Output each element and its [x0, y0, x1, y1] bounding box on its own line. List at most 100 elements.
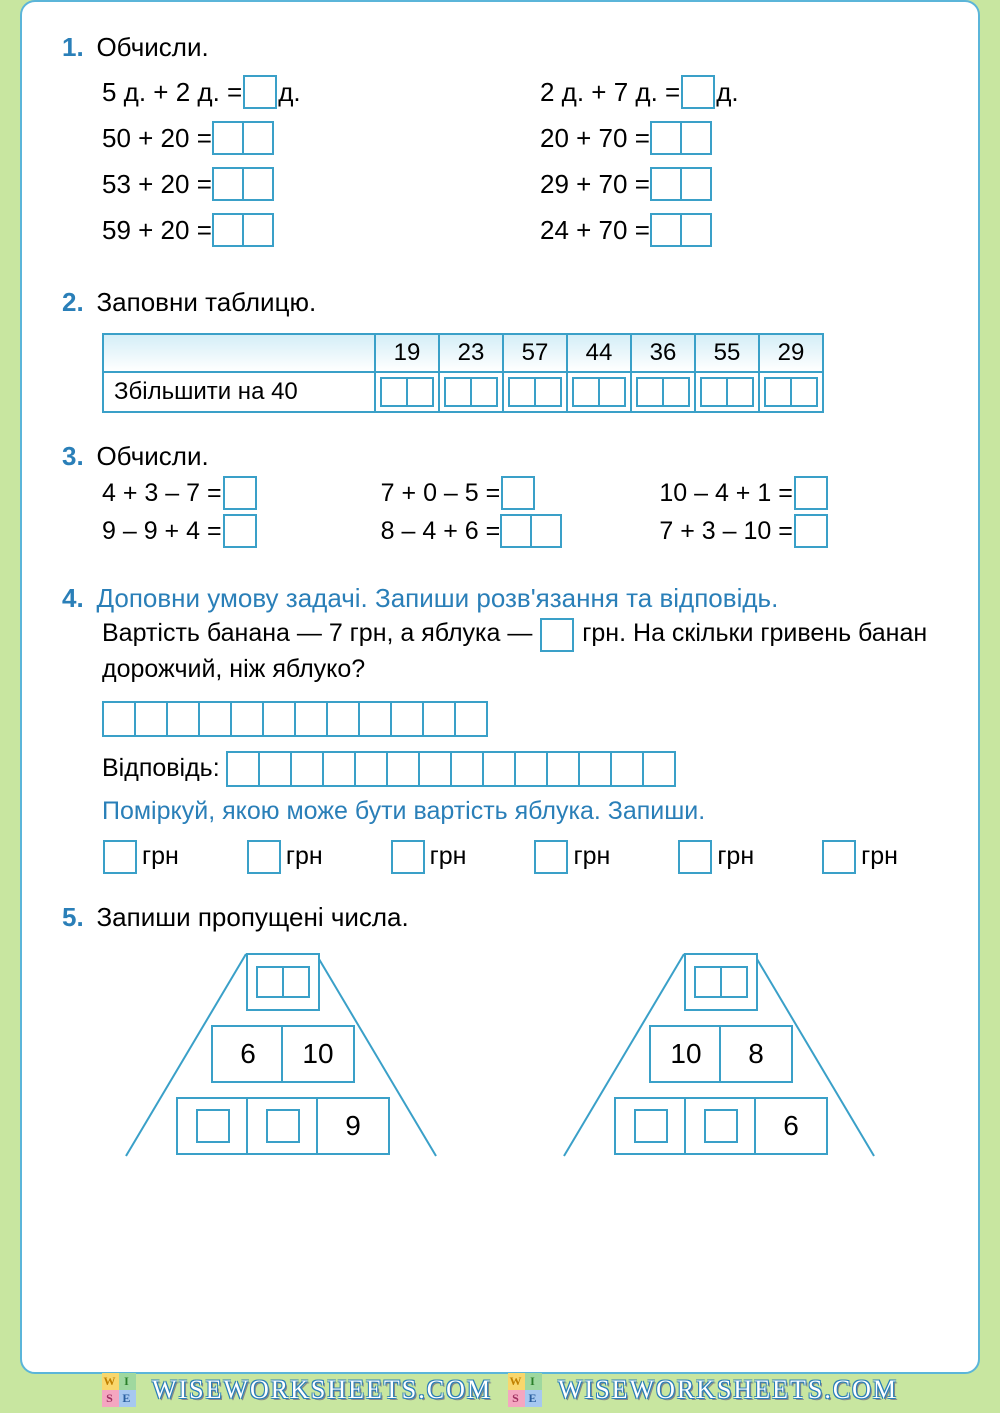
- answer-box[interactable]: [196, 1109, 230, 1143]
- task5-num: 5.: [62, 902, 92, 933]
- answer-box[interactable]: [212, 121, 274, 155]
- table-cell[interactable]: [631, 372, 695, 412]
- answer-box[interactable]: [704, 1109, 738, 1143]
- task-4: 4. Доповни умову задачі. Запиши розв'яза…: [62, 580, 938, 874]
- answer-box[interactable]: [212, 213, 274, 247]
- answer-box[interactable]: [444, 377, 498, 407]
- table-header: 57: [503, 334, 567, 372]
- task3-title: Обчисли.: [96, 441, 208, 471]
- equation: 53 + 20 =: [102, 167, 500, 201]
- task1-num: 1.: [62, 32, 92, 63]
- wise-logo-icon: WISE: [508, 1373, 542, 1407]
- answer-box[interactable]: [501, 476, 535, 510]
- pyramid-1: 610 9: [101, 953, 461, 1183]
- task3-num: 3.: [62, 441, 92, 472]
- hrn-item: грн: [246, 840, 323, 874]
- pyr-cell[interactable]: [246, 1097, 320, 1155]
- task2-rowlabel: Збільшити на 40: [103, 372, 375, 412]
- task4-title: Доповни умову задачі. Запиши розв'язання…: [96, 583, 778, 613]
- answer-box[interactable]: [794, 476, 828, 510]
- task1-title: Обчисли.: [96, 32, 208, 62]
- answer-box[interactable]: [764, 377, 818, 407]
- task4-problem: Вартість банана — 7 грн, а яблука — грн.…: [102, 616, 938, 686]
- task1-right-col: 2 д. + 7 д. = д. 20 + 70 = 29 + 70 = 24 +…: [500, 63, 938, 259]
- pyr-cell[interactable]: [246, 953, 320, 1011]
- table-header: 23: [439, 334, 503, 372]
- answer-box[interactable]: [650, 167, 712, 201]
- answer-box[interactable]: [650, 121, 712, 155]
- table-cell[interactable]: [503, 372, 567, 412]
- watermark: WISE WISEWORKSHEETS.COM WISE WISEWORKSHE…: [0, 1373, 1000, 1407]
- equation: 7 + 0 – 5 =: [381, 476, 660, 510]
- task-2: 2. Заповни таблицю. 19235744365529 Збіль…: [62, 287, 938, 413]
- answer-box[interactable]: [508, 377, 562, 407]
- equation: 24 + 70 =: [540, 213, 938, 247]
- task3-col1: 4 + 3 – 7 = 9 – 9 + 4 =: [102, 472, 381, 552]
- task3-col3: 10 – 4 + 1 = 7 + 3 – 10 =: [659, 472, 938, 552]
- task-1: 1. Обчисли. 5 д. + 2 д. = д. 50 + 20 = 53…: [62, 32, 938, 259]
- table-header: 55: [695, 334, 759, 372]
- answer-box[interactable]: [256, 966, 310, 998]
- pyr-cell: 10: [281, 1025, 355, 1083]
- task4-hrn-row: грнгрнгрнгрнгрнгрн: [102, 840, 898, 874]
- equation: 50 + 20 =: [102, 121, 500, 155]
- task2-title: Заповни таблицю.: [96, 287, 316, 317]
- pyr-cell[interactable]: [176, 1097, 250, 1155]
- hrn-item: грн: [821, 840, 898, 874]
- hrn-item: грн: [533, 840, 610, 874]
- equation: 2 д. + 7 д. = д.: [540, 75, 938, 109]
- answer-box[interactable]: [634, 1109, 668, 1143]
- answer-box[interactable]: [694, 966, 748, 998]
- task4-answer-boxes[interactable]: [226, 751, 676, 787]
- table-cell[interactable]: [439, 372, 503, 412]
- answer-box[interactable]: [822, 840, 856, 874]
- answer-box[interactable]: [650, 213, 712, 247]
- hrn-item: грн: [390, 840, 467, 874]
- answer-box[interactable]: [500, 514, 562, 548]
- table-header: 19: [375, 334, 439, 372]
- pyr-cell: 9: [316, 1097, 390, 1155]
- answer-box[interactable]: [678, 840, 712, 874]
- pyr-cell[interactable]: [614, 1097, 688, 1155]
- equation: 29 + 70 =: [540, 167, 938, 201]
- table-cell[interactable]: [759, 372, 823, 412]
- answer-box[interactable]: [380, 377, 434, 407]
- answer-box[interactable]: [247, 840, 281, 874]
- task4-work-boxes[interactable]: [102, 701, 488, 737]
- worksheet-page: 1. Обчисли. 5 д. + 2 д. = д. 50 + 20 = 53…: [20, 0, 980, 1374]
- answer-box[interactable]: [636, 377, 690, 407]
- answer-box[interactable]: [534, 840, 568, 874]
- answer-box[interactable]: [223, 476, 257, 510]
- answer-box[interactable]: [103, 840, 137, 874]
- answer-box[interactable]: [266, 1109, 300, 1143]
- equation: 4 + 3 – 7 =: [102, 476, 381, 510]
- answer-box[interactable]: [540, 618, 574, 652]
- answer-box[interactable]: [391, 840, 425, 874]
- answer-box[interactable]: [700, 377, 754, 407]
- table-cell[interactable]: [695, 372, 759, 412]
- equation: 5 д. + 2 д. = д.: [102, 75, 500, 109]
- equation: 20 + 70 =: [540, 121, 938, 155]
- pyr-cell: 6: [754, 1097, 828, 1155]
- equation: 7 + 3 – 10 =: [659, 514, 938, 548]
- answer-box[interactable]: [572, 377, 626, 407]
- answer-box[interactable]: [794, 514, 828, 548]
- equation: 59 + 20 =: [102, 213, 500, 247]
- answer-box[interactable]: [243, 75, 277, 109]
- pyr-cell: 6: [211, 1025, 285, 1083]
- pyr-cell[interactable]: [684, 953, 758, 1011]
- table-cell[interactable]: [375, 372, 439, 412]
- answer-box[interactable]: [212, 167, 274, 201]
- task4-answer-label: Відповідь:: [102, 754, 220, 783]
- task4-hint: Поміркуй, якою може бути вартість яблука…: [102, 797, 898, 826]
- task2-table: 19235744365529 Збільшити на 40: [102, 333, 824, 413]
- pyramid-2: 108 6: [539, 953, 899, 1183]
- pyr-cell: 10: [649, 1025, 723, 1083]
- pyr-cell: 8: [719, 1025, 793, 1083]
- table-cell[interactable]: [567, 372, 631, 412]
- equation: 9 – 9 + 4 =: [102, 514, 381, 548]
- task1-left-col: 5 д. + 2 д. = д. 50 + 20 = 53 + 20 = 59 +…: [62, 63, 500, 259]
- pyr-cell[interactable]: [684, 1097, 758, 1155]
- answer-box[interactable]: [681, 75, 715, 109]
- answer-box[interactable]: [223, 514, 257, 548]
